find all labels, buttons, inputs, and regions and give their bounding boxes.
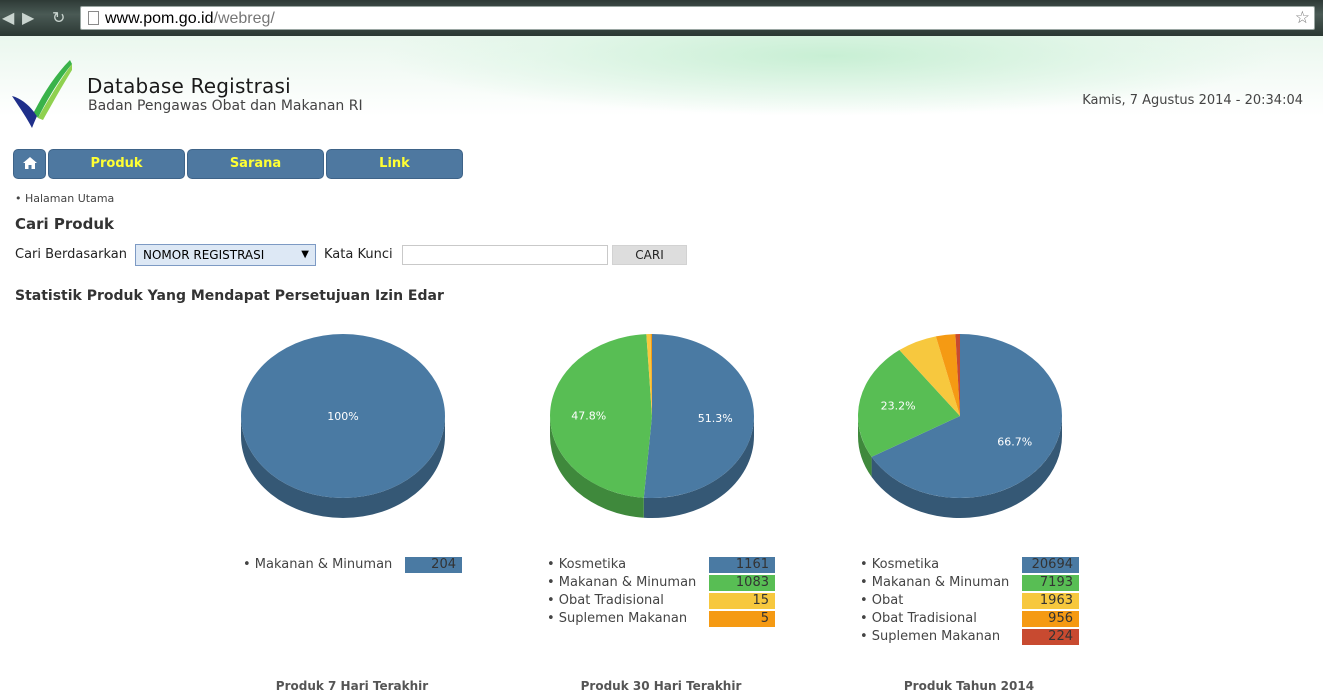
- chart-caption-7-days: Produk 7 Hari Terakhir: [275, 679, 429, 693]
- statistics-title: Statistik Produk Yang Mendapat Persetuju…: [15, 288, 444, 304]
- legend-label: • Kosmetika: [860, 557, 940, 572]
- legend-item: • Suplemen Makanan 5: [547, 611, 777, 629]
- pie-slice-1[interactable]: [871, 334, 1062, 498]
- legend-value: 956: [1022, 611, 1079, 627]
- legend-value: 1083: [709, 575, 775, 591]
- legend-label: • Makanan & Minuman: [860, 575, 1010, 590]
- pie-slice-3[interactable]: [899, 336, 960, 416]
- pie-slice-2[interactable]: [858, 350, 960, 457]
- pie-slice-label-1: 66.7%: [997, 435, 1032, 448]
- legend-item: • Kosmetika 1161: [547, 557, 777, 575]
- legend-2014: • Kosmetika 20694 • Makanan & Minuman 7193 •…: [860, 557, 1082, 647]
- legend-item: • Kosmetika 20694: [860, 557, 1082, 575]
- legend-7-days: • Makanan & Minuman 204: [243, 557, 463, 575]
- search-by-select[interactable]: NOMOR REGISTRASI ▼: [135, 244, 316, 266]
- keyword-input[interactable]: [402, 245, 608, 265]
- legend-label: • Suplemen Makanan: [547, 611, 688, 626]
- current-datetime: Kamis, 7 Agustus 2014 - 20:34:04: [1082, 93, 1303, 108]
- pie-side-1: [871, 416, 1062, 518]
- bpom-logo-icon: [12, 60, 72, 128]
- legend-label: • Obat Tradisional: [860, 611, 977, 626]
- legend-value: 1963: [1022, 593, 1079, 609]
- address-url: www.pom.go.id/webreg/: [105, 9, 275, 29]
- chart-caption-2014: Produk Tahun 2014: [903, 679, 1035, 693]
- url-host: www.pom.go.id: [105, 10, 214, 27]
- address-bar[interactable]: www.pom.go.id/webreg/ ☆: [80, 6, 1315, 30]
- url-path: /webreg/: [213, 10, 275, 27]
- site-subtitle: Badan Pengawas Obat dan Makanan RI: [88, 98, 363, 114]
- home-icon: [22, 157, 37, 169]
- legend-item: • Obat 1963: [860, 593, 1082, 611]
- reload-icon[interactable]: ↻: [52, 8, 66, 27]
- pie-slice-label-2: 23.2%: [881, 400, 916, 413]
- search-button[interactable]: CARI: [612, 245, 687, 265]
- legend-item: • Obat Tradisional 956: [860, 611, 1082, 629]
- legend-label: • Makanan & Minuman: [547, 575, 697, 590]
- keyword-label: Kata Kunci: [324, 247, 393, 262]
- legend-item: • Makanan & Minuman 1083: [547, 575, 777, 593]
- nav-produk[interactable]: Produk: [48, 149, 185, 179]
- legend-value: 224: [1022, 629, 1079, 645]
- legend-item: • Makanan & Minuman 204: [243, 557, 463, 575]
- back-icon[interactable]: ◀: [2, 8, 15, 27]
- pie-slice-label-1: 51.3%: [698, 412, 733, 425]
- legend-label: • Obat Tradisional: [547, 593, 664, 608]
- legend-value: 204: [405, 557, 462, 573]
- pie-slice-label-2: 47.8%: [571, 409, 606, 422]
- pie-slice-1[interactable]: [241, 334, 445, 498]
- browser-toolbar: ◀ ▶ ↻ www.pom.go.id/webreg/ ☆: [0, 0, 1323, 36]
- pie-side-1: [643, 416, 754, 518]
- pie-slice-4[interactable]: [935, 334, 960, 416]
- legend-value: 20694: [1022, 557, 1079, 573]
- legend-30-days: • Kosmetika 1161 • Makanan & Minuman 1083 • …: [547, 557, 777, 629]
- legend-label: • Suplemen Makanan: [860, 629, 1001, 644]
- legend-item: • Obat Tradisional 15: [547, 593, 777, 611]
- pie-slice-4[interactable]: [650, 334, 652, 416]
- header-banner: [0, 36, 1323, 136]
- pie-chart-7-days: 100%: [241, 334, 445, 518]
- bookmark-star-icon[interactable]: ☆: [1294, 8, 1310, 28]
- search-by-selected: NOMOR REGISTRASI: [143, 248, 265, 262]
- site-title: Database Registrasi: [87, 74, 291, 98]
- pie-chart-30-days: 51.3% 47.8%: [550, 334, 755, 518]
- pie-slice-3[interactable]: [646, 334, 652, 416]
- page-icon: [88, 11, 99, 25]
- forward-icon[interactable]: ▶: [22, 8, 35, 27]
- dropdown-arrow-icon: ▼: [301, 249, 309, 260]
- pie-slice-5[interactable]: [955, 334, 960, 416]
- pie-chart-2014: 66.7% 23.2%: [858, 334, 1062, 518]
- legend-value: 7193: [1022, 575, 1079, 591]
- legend-value: 15: [709, 593, 775, 609]
- legend-value: 1161: [709, 557, 775, 573]
- pie-slice-label-1: 100%: [327, 410, 358, 423]
- search-section-title: Cari Produk: [15, 215, 114, 233]
- pie-side-2: [858, 416, 872, 477]
- home-button[interactable]: [13, 149, 46, 179]
- nav-sarana[interactable]: Sarana: [187, 149, 324, 179]
- legend-label: • Obat: [860, 593, 904, 608]
- legend-label: • Kosmetika: [547, 557, 627, 572]
- chart-caption-30-days: Produk 30 Hari Terakhir: [580, 679, 742, 693]
- pie-slice-1[interactable]: [643, 334, 755, 498]
- breadcrumb[interactable]: • Halaman Utama: [15, 192, 115, 205]
- legend-label: • Makanan & Minuman: [243, 557, 393, 572]
- legend-item: • Makanan & Minuman 7193: [860, 575, 1082, 593]
- pie-side-1: [241, 416, 445, 518]
- nav-link[interactable]: Link: [326, 149, 463, 179]
- pie-side-2: [550, 416, 644, 518]
- legend-item: • Suplemen Makanan 224: [860, 629, 1082, 647]
- pie-slice-2[interactable]: [550, 334, 652, 498]
- search-by-label: Cari Berdasarkan: [15, 247, 127, 262]
- legend-value: 5: [709, 611, 775, 627]
